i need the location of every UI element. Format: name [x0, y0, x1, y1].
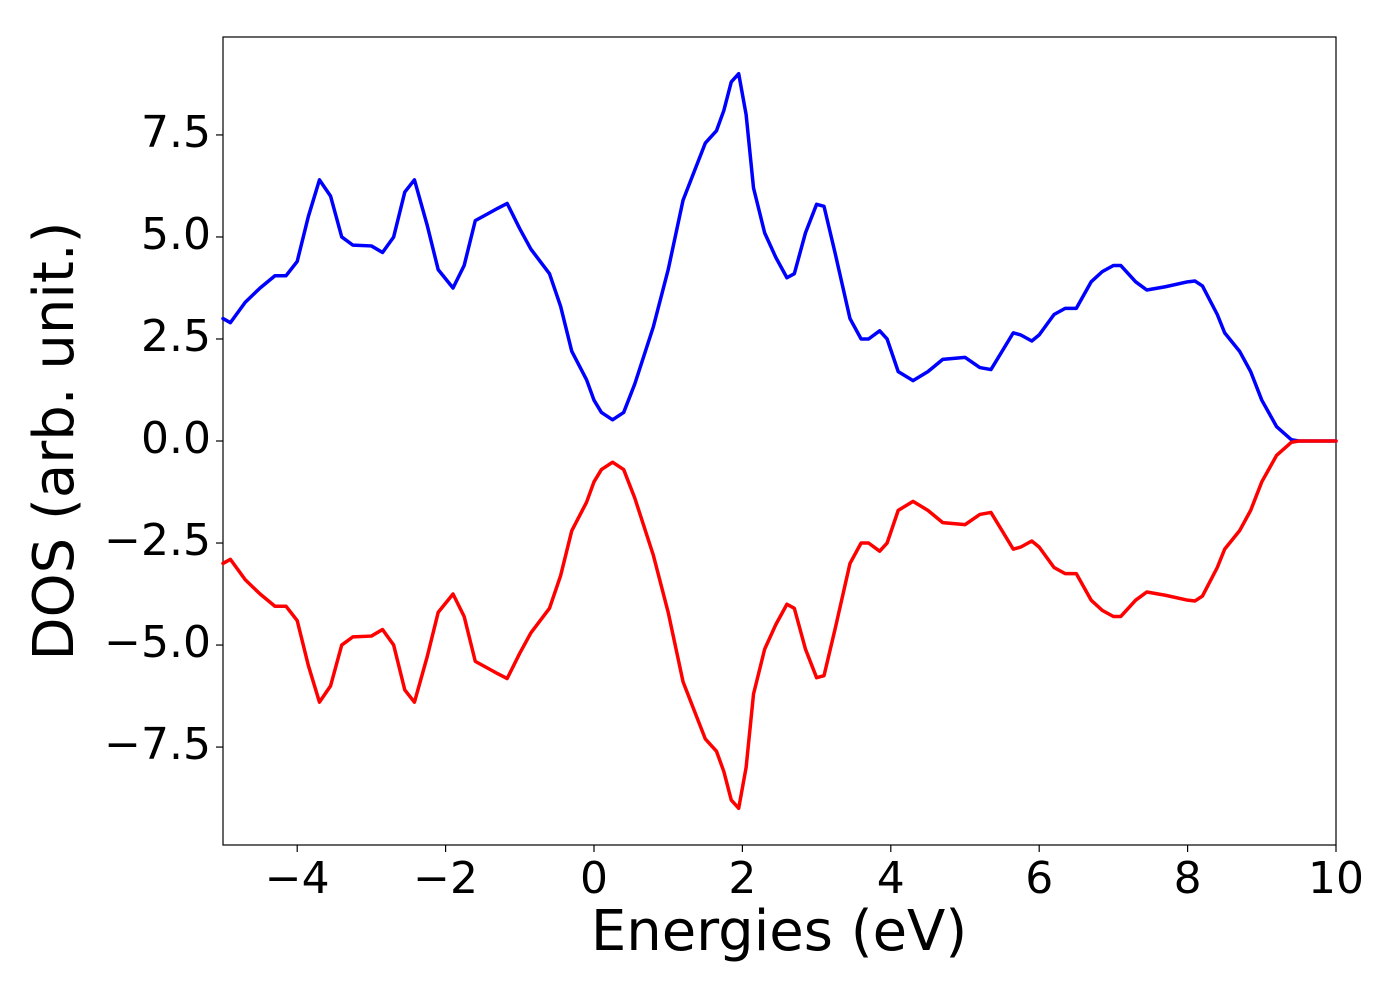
- x-axis-label: Energies (eV): [591, 899, 967, 964]
- x-tick-label: 0: [580, 853, 608, 904]
- data-line: [221, 71, 1338, 443]
- plot-frame: [222, 36, 1337, 846]
- y-tick-label: −2.5: [104, 515, 211, 566]
- y-tick-label: 0.0: [141, 413, 211, 464]
- data-line: [221, 439, 1338, 811]
- x-tick-label: −4: [265, 853, 330, 904]
- y-tick-label: 7.5: [141, 107, 211, 158]
- y-tick-label: −7.5: [104, 719, 211, 770]
- y-tick-label: −5.0: [104, 617, 211, 668]
- x-tick-label: 4: [877, 853, 905, 904]
- y-tick-label: 5.0: [141, 209, 211, 260]
- y-axis-label: DOS (arb. unit.): [22, 221, 87, 660]
- x-tick-label: 8: [1174, 853, 1202, 904]
- x-tick-label: 10: [1308, 853, 1364, 904]
- x-tick-label: 2: [728, 853, 756, 904]
- y-tick-label: 2.5: [141, 311, 211, 362]
- x-tick-label: 6: [1025, 853, 1053, 904]
- x-tick-label: −2: [413, 853, 478, 904]
